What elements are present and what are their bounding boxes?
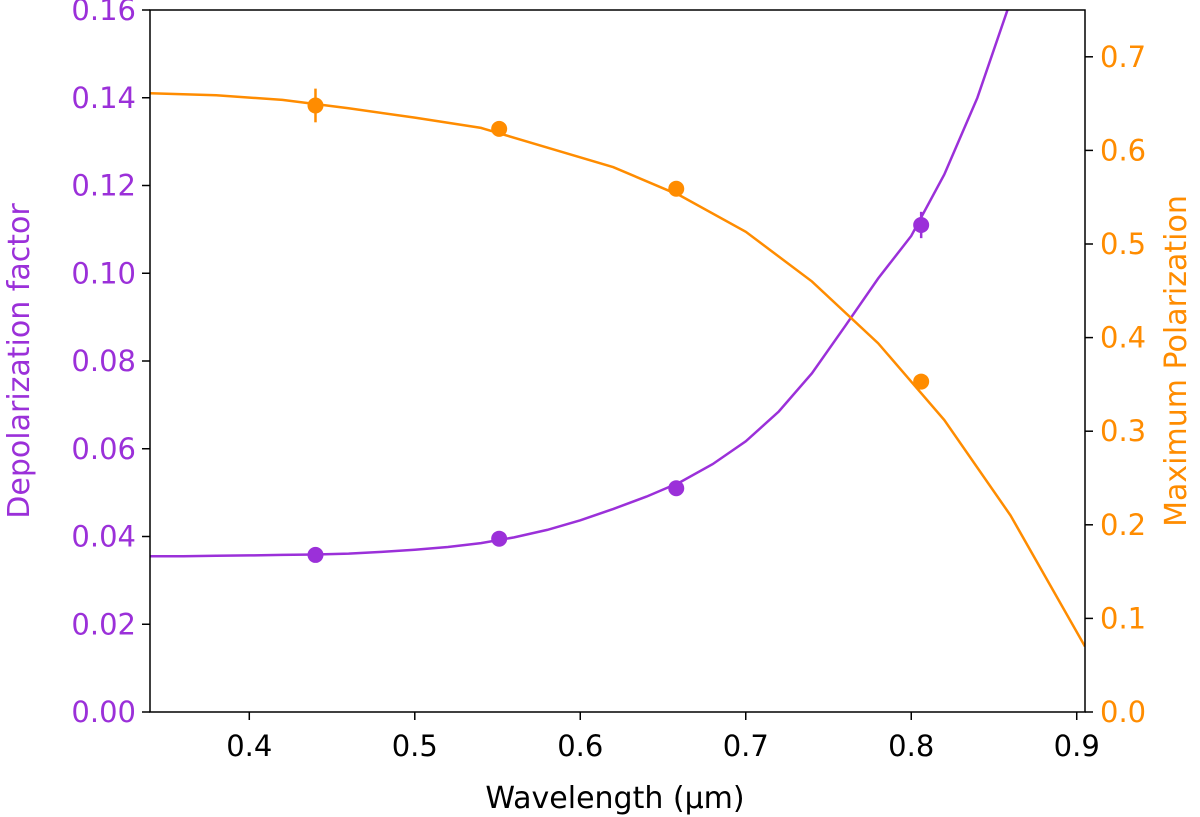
depolarization-point (913, 216, 930, 233)
left-y-tick-label: 0.14 (71, 81, 136, 115)
max-polarization-point (913, 373, 930, 390)
left-y-tick-label: 0.10 (71, 256, 136, 290)
depolarization-point (668, 480, 685, 497)
max-polarization-point (668, 180, 685, 197)
x-tick-label: 0.4 (226, 729, 272, 763)
right-y-tick-label: 0.0 (1100, 695, 1146, 729)
x-tick-label: 0.9 (1054, 729, 1100, 763)
left-y-tick-label: 0.06 (71, 432, 136, 466)
plot-frame (149, 9, 1086, 713)
x-axis-label: Wavelength (μm) (485, 781, 744, 816)
right-y-tick-label: 0.7 (1100, 40, 1146, 74)
left-y-tick-label: 0.04 (71, 520, 136, 554)
left-y-axis-label: Depolarization factor (2, 203, 37, 519)
right-y-axis-label: Maximum Polarization (1159, 195, 1194, 527)
left-y-tick-label: 0.00 (71, 695, 136, 729)
right-y-tick-label: 0.5 (1100, 227, 1146, 261)
right-y-tick-label: 0.4 (1100, 321, 1146, 355)
x-tick-label: 0.6 (557, 729, 603, 763)
plot-area (150, 10, 1085, 648)
x-tick-label: 0.8 (888, 729, 934, 763)
right-y-tick-label: 0.3 (1100, 414, 1146, 448)
x-tick-label: 0.5 (392, 729, 438, 763)
depolarization-fit-line (150, 10, 1009, 558)
right-y-tick-label: 0.6 (1100, 133, 1146, 167)
max-polarization-fit-line (150, 92, 1085, 648)
max-polarization-point (307, 97, 324, 114)
left-y-tick-label: 0.02 (71, 607, 136, 641)
max-polarization-point (491, 120, 508, 137)
axes: 0.4 0.5 0.6 0.7 0.8 0.9 0.00 0.02 0.04 0.06 0.08 0.… (71, 0, 1146, 763)
left-y-tick-label: 0.08 (71, 344, 136, 378)
right-y-tick-label: 0.2 (1100, 508, 1146, 542)
right-y-tick-label: 0.1 (1100, 601, 1146, 635)
left-y-tick-label: 0.12 (71, 169, 136, 203)
depolarization-point (307, 546, 324, 563)
left-y-tick-label: 0.16 (71, 0, 136, 27)
depolarization-point (491, 530, 508, 547)
x-tick-label: 0.7 (723, 729, 769, 763)
